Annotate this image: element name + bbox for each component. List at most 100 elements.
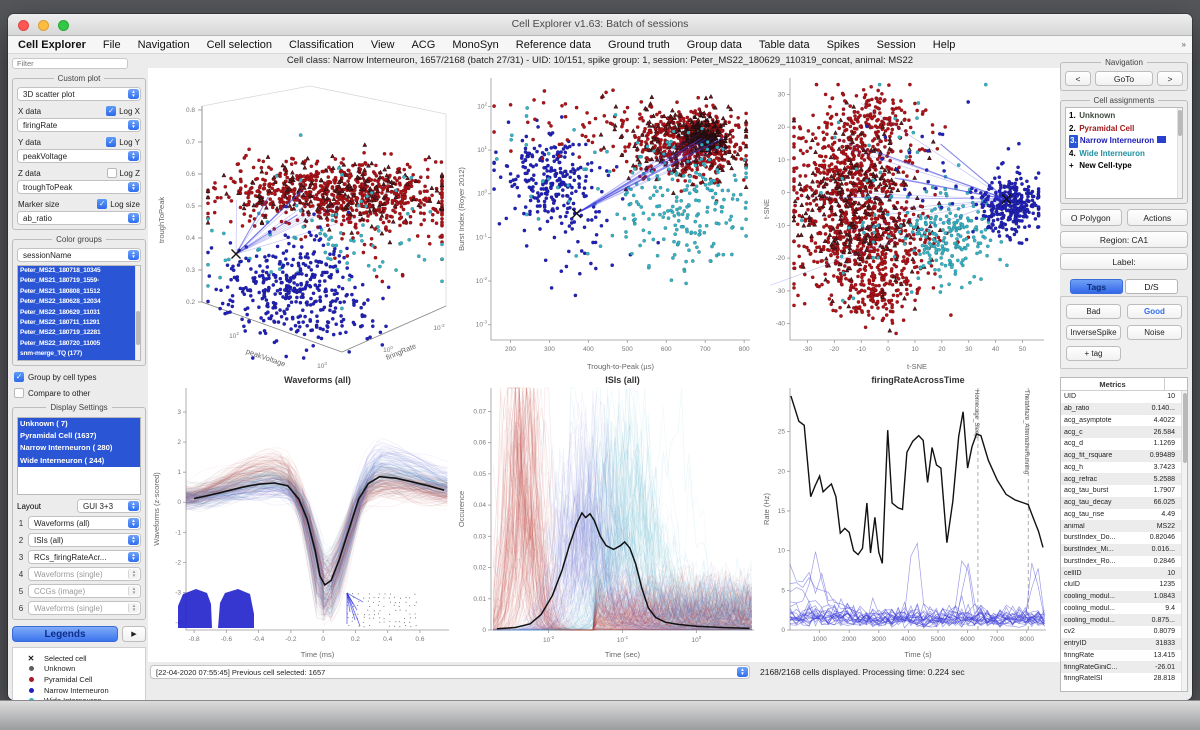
color-groups-select[interactable]: sessionName ▲ ▼ (17, 248, 141, 262)
menu-item-acg[interactable]: ACG (411, 38, 436, 51)
session-list-item[interactable]: Peter_MS22_180720_11005 (18, 338, 140, 350)
subplot-select-5[interactable]: CCGs (image) ▲ ▼ (28, 584, 141, 598)
metrics-row[interactable]: burstIndex_Mi... 0.016... (1061, 543, 1181, 556)
menu-item-cell-explorer[interactable]: Cell Explorer (18, 38, 86, 51)
metrics-row[interactable]: burstIndex_Do... 0.82046 (1061, 532, 1181, 544)
polygon-button[interactable]: O Polygon (1060, 209, 1122, 226)
metrics-row[interactable]: cooling_modul... 9.4 (1061, 603, 1181, 615)
previous-cell-button[interactable]: < (1065, 71, 1091, 86)
menu-item-help[interactable]: Help (932, 38, 956, 51)
scrollbar-thumb[interactable] (135, 311, 140, 345)
metrics-row[interactable]: burstIndex_Ro... 0.2846 (1061, 556, 1181, 568)
plot-3d-scatter[interactable]: 0.8 0.7 0.6 0.5 0.4 0.3 0.2 102 103 100 10-2 peakVo… (150, 70, 455, 372)
log-size-checkbox[interactable]: ✓ (97, 199, 108, 209)
menu-overflow-icon[interactable]: » (1181, 40, 1186, 49)
menu-item-view[interactable]: View (370, 38, 395, 51)
metrics-row[interactable]: acg_asymptote 4.4022 (1061, 415, 1181, 427)
z-data-select[interactable]: troughToPeak ▲ ▼ (17, 180, 141, 194)
metrics-row[interactable]: cv2 0.8079 (1061, 626, 1181, 638)
session-list-item[interactable]: Peter_MS21_180719_1559- (18, 276, 140, 287)
group-by-cell-types-checkbox[interactable]: ✓ (14, 372, 24, 382)
session-list-item[interactable]: Peter_MS22_180628_12034 (18, 297, 140, 308)
metrics-row[interactable]: acg_d 1.1269 (1061, 438, 1181, 450)
metrics-row[interactable]: ab_ratio 0.140... (1061, 402, 1181, 415)
session-list-item[interactable]: Peter_MS21_180808_11512 (18, 286, 140, 298)
cell-assignment-item[interactable]: 2. Pyramidal Cell (1067, 123, 1181, 136)
menu-item-cell-selection[interactable]: Cell selection (206, 38, 272, 51)
custom-plot-type-select[interactable]: 3D scatter plot ▲ ▼ (17, 87, 141, 101)
metrics-row[interactable]: acg_fit_rsquare 0.99489 (1061, 449, 1181, 462)
fullscreen-window-button[interactable] (58, 19, 69, 31)
session-list-item[interactable]: Peter_MS22_180719_12281 (18, 328, 140, 339)
tag-button-bad[interactable]: Bad (1066, 304, 1121, 319)
session-listbox[interactable]: Peter_MS21_180718_10345 Peter_MS21_180719… (17, 265, 141, 361)
session-list-scrollbar[interactable] (135, 266, 140, 360)
cell-type-list-item[interactable]: Wide Interneuron ( 244) (18, 454, 140, 467)
legends-button[interactable]: Legends (12, 626, 118, 642)
tag-button-inversespike[interactable]: InverseSpike (1066, 325, 1121, 340)
tag-button-good[interactable]: Good (1127, 304, 1182, 319)
metrics-row[interactable]: acg_tau_rise 4.49 (1061, 509, 1181, 521)
subplot-select-3[interactable]: RCs_firingRateAcr... ▲ ▼ (28, 550, 141, 564)
menu-item-session[interactable]: Session (876, 38, 916, 51)
region-button[interactable]: Region: CA1 (1060, 231, 1188, 248)
subplot-select-4[interactable]: Waveforms (single) ▲ ▼ (28, 567, 141, 581)
next-cell-button[interactable]: > (1157, 71, 1183, 86)
cell-assignment-item[interactable]: 4. Wide Interneuron (1067, 148, 1181, 161)
metrics-row[interactable]: cooling_modul... 1.0843 (1061, 590, 1181, 603)
filter-input[interactable] (12, 58, 128, 69)
metrics-row[interactable]: acg_tau_decay 66.025 (1061, 496, 1181, 509)
log-y-checkbox[interactable]: ✓ (106, 137, 117, 147)
plot-burst-index-scatter[interactable]: 200 300 400 500 600 700 800 102 101 100 10-1 10-2 10… (455, 70, 760, 372)
menu-item-file[interactable]: File (102, 38, 121, 51)
subplot-select-6[interactable]: Waveforms (single) ▲ ▼ (28, 601, 141, 615)
metrics-row[interactable]: acg_h 3.7423 (1061, 462, 1181, 474)
minimize-window-button[interactable] (38, 19, 49, 31)
y-data-select[interactable]: peakVoltage ▲ ▼ (17, 149, 141, 163)
actions-button[interactable]: Actions (1126, 209, 1188, 226)
scrollbar-thumb[interactable] (1177, 110, 1182, 136)
metrics-row[interactable]: cellID 10 (1061, 567, 1181, 579)
play-button[interactable]: ▶ (122, 626, 146, 642)
tag-button-noise[interactable]: Noise (1127, 325, 1182, 340)
subplot-select-1[interactable]: Waveforms (all) ▲ ▼ (28, 516, 141, 530)
tab-tags[interactable]: Tags (1070, 279, 1123, 294)
session-list-item[interactable]: Peter_MS22_180711_11291 (18, 318, 140, 329)
marker-size-select[interactable]: ab_ratio ▲ ▼ (17, 211, 141, 225)
cell-assignment-listbox[interactable]: 1. Unknown 2. Pyramidal Cell 3. Narrow Int… (1065, 107, 1183, 199)
log-x-checkbox[interactable]: ✓ (106, 106, 117, 116)
layout-select[interactable]: GUI 3+3 ▲ ▼ (77, 499, 141, 513)
cell-assignment-item[interactable]: 1. Unknown (1067, 110, 1181, 123)
metrics-row[interactable]: cooling_modul... 0.875... (1061, 614, 1181, 626)
session-list-item[interactable]: Peter_MS22_180629_11031 (18, 307, 140, 319)
tag-button--tag[interactable]: + tag (1066, 346, 1121, 361)
menu-item-reference-data[interactable]: Reference data (515, 38, 592, 51)
cell-assignment-item[interactable]: 3. Narrow Interneuron (1067, 135, 1181, 148)
metrics-row[interactable]: acg_refrac 5.2588 (1061, 473, 1181, 485)
compare-to-other-checkbox[interactable]: ✓ (14, 388, 24, 398)
cell-type-listbox[interactable]: Unknown ( 7) Pyramidal Cell (1637) Narrow … (17, 417, 141, 495)
metrics-row[interactable]: firingRateISI 28.818 (1061, 673, 1181, 685)
metrics-row[interactable]: firingRate 13.415 (1061, 650, 1181, 662)
plot-tsne-scatter[interactable]: -30 -20 -10 0 10 20 30 40 50 -40 -30 -20 -10 0 10 20 30 t… (760, 70, 1056, 372)
menu-item-spikes[interactable]: Spikes (826, 38, 860, 51)
metrics-scrollbar[interactable] (1181, 391, 1187, 691)
goto-cell-button[interactable]: GoTo (1095, 71, 1153, 86)
metrics-row[interactable]: animal MS22 (1061, 520, 1181, 532)
metrics-row[interactable]: cluID 1235 (1061, 579, 1181, 591)
metrics-row[interactable]: acg_c 26.584 (1061, 426, 1181, 438)
cell-assignment-scrollbar[interactable] (1177, 108, 1182, 198)
cell-type-list-item[interactable]: Pyramidal Cell (1637) (18, 430, 140, 443)
session-list-item[interactable]: snm-merge_TQ (177) (18, 349, 140, 360)
menu-item-table-data[interactable]: Table data (758, 38, 810, 51)
cell-type-list-item[interactable]: Unknown ( 7) (18, 418, 140, 431)
metrics-row[interactable]: firingRateGiniC... -26.01 (1061, 661, 1181, 673)
log-z-checkbox[interactable]: ✓ (106, 168, 117, 178)
menu-item-ground-truth[interactable]: Ground truth (608, 38, 670, 51)
metrics-row[interactable]: entryID 31833 (1061, 637, 1181, 650)
menu-item-classification[interactable]: Classification (289, 38, 354, 51)
plot-isis[interactable]: 10-2 10-1 100 0 0.01 0.02 0.03 0.04 0.05 0.06 0.07… (455, 372, 760, 660)
message-log-combobox[interactable]: [22-04-2020 07:55:45] Previous cell sele… (150, 665, 750, 679)
menu-item-group-data[interactable]: Group data (686, 38, 742, 51)
subplot-select-2[interactable]: ISIs (all) ▲ ▼ (28, 533, 141, 547)
